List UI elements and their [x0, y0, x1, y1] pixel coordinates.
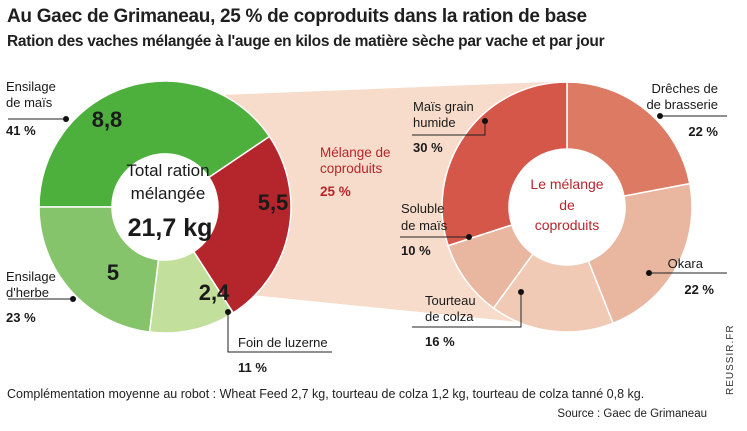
- dot-dreches-brasserie: [657, 113, 663, 119]
- dot-ensilage-herbe: [70, 296, 76, 302]
- label-ensilage-mais-line-1: Ensilage: [6, 79, 56, 94]
- dot-soluble-mais: [466, 234, 472, 240]
- center-label-line-2: mélangée: [131, 184, 206, 203]
- right-leader-dots: [466, 113, 663, 295]
- right-center-line-2: de: [559, 197, 575, 213]
- center-total-value: 21,7 kg: [128, 214, 213, 242]
- label-tourteau-line-1: Tourteau: [425, 293, 476, 308]
- leader-tourteau-colza: [412, 292, 522, 328]
- leader-foin-luzerne: [227, 312, 332, 353]
- dot-tourteau-colza: [518, 289, 524, 295]
- value-label-ensilage-mais: 8,8: [92, 107, 123, 132]
- percent-ensilage-herbe: 23 %: [6, 310, 36, 325]
- label-melange-line-1: Mélange de: [320, 145, 391, 160]
- percent-foin-luzerne: 11 %: [238, 360, 267, 375]
- label-okara: Okara: [668, 256, 704, 271]
- label-soluble-line-2: de maïs: [401, 218, 448, 233]
- label-mais-grain-line-2: humide: [413, 115, 456, 130]
- dot-foin-luzerne: [225, 309, 231, 315]
- source-credit: Source : Gaec de Grimaneau: [557, 408, 707, 420]
- chart-subtitle: Ration des vaches mélangée à l'auge en k…: [7, 33, 605, 50]
- dot-okara: [646, 270, 652, 276]
- left-leader-lines: [8, 118, 332, 353]
- center-label-line-1: Total ration: [126, 161, 209, 180]
- label-dreches-line-2: de brasserie: [646, 97, 718, 112]
- percent-okara: 22 %: [684, 282, 714, 297]
- value-label-foin-luzerne: 2,4: [199, 280, 230, 305]
- label-ensilage-mais-line-2: de maïs: [6, 95, 53, 110]
- percent-tourteau: 16 %: [425, 334, 455, 349]
- footnote: Complémentation moyenne au robot : Wheat…: [7, 387, 645, 401]
- left-donut: [38, 80, 292, 334]
- right-donut: [441, 81, 693, 333]
- percent-soluble: 10 %: [401, 243, 431, 258]
- label-ensilage-herbe-line-1: Ensilage: [6, 269, 56, 284]
- right-donut-hole: [509, 149, 625, 265]
- dot-mais-grain-humide: [482, 118, 488, 124]
- percent-dreches: 22 %: [688, 124, 718, 139]
- label-tourteau-line-2: de colza: [425, 309, 474, 324]
- right-center-line-1: Le mélange: [530, 176, 603, 192]
- brand-watermark: REUSSIR.FR: [725, 324, 736, 395]
- dot-ensilage-mais: [63, 116, 69, 122]
- value-label-ensilage-herbe: 5: [107, 260, 119, 285]
- label-ensilage-herbe-line-2: d'herbe: [6, 285, 49, 300]
- chart-title: Au Gaec de Grimaneau, 25 % de coproduits…: [7, 6, 587, 27]
- right-leader-lines: [400, 115, 727, 328]
- percent-ensilage-mais: 41 %: [6, 123, 36, 138]
- label-foin-luzerne: Foin de luzerne: [238, 335, 328, 350]
- label-soluble-line-1: Soluble: [401, 201, 444, 216]
- label-dreches-line-1: Drêches de: [652, 81, 718, 96]
- left-donut-hole: [112, 154, 218, 260]
- right-center-line-3: coproduits: [535, 217, 600, 233]
- label-mais-grain-line-1: Maïs grain: [413, 99, 474, 114]
- value-label-melange: 5,5: [258, 190, 289, 215]
- leader-mais-grain-humide: [412, 121, 486, 136]
- label-melange-line-2: coproduits: [320, 161, 383, 176]
- percent-mais-grain: 30 %: [413, 140, 443, 155]
- left-leader-dots: [63, 116, 231, 315]
- percent-melange: 25 %: [320, 184, 351, 199]
